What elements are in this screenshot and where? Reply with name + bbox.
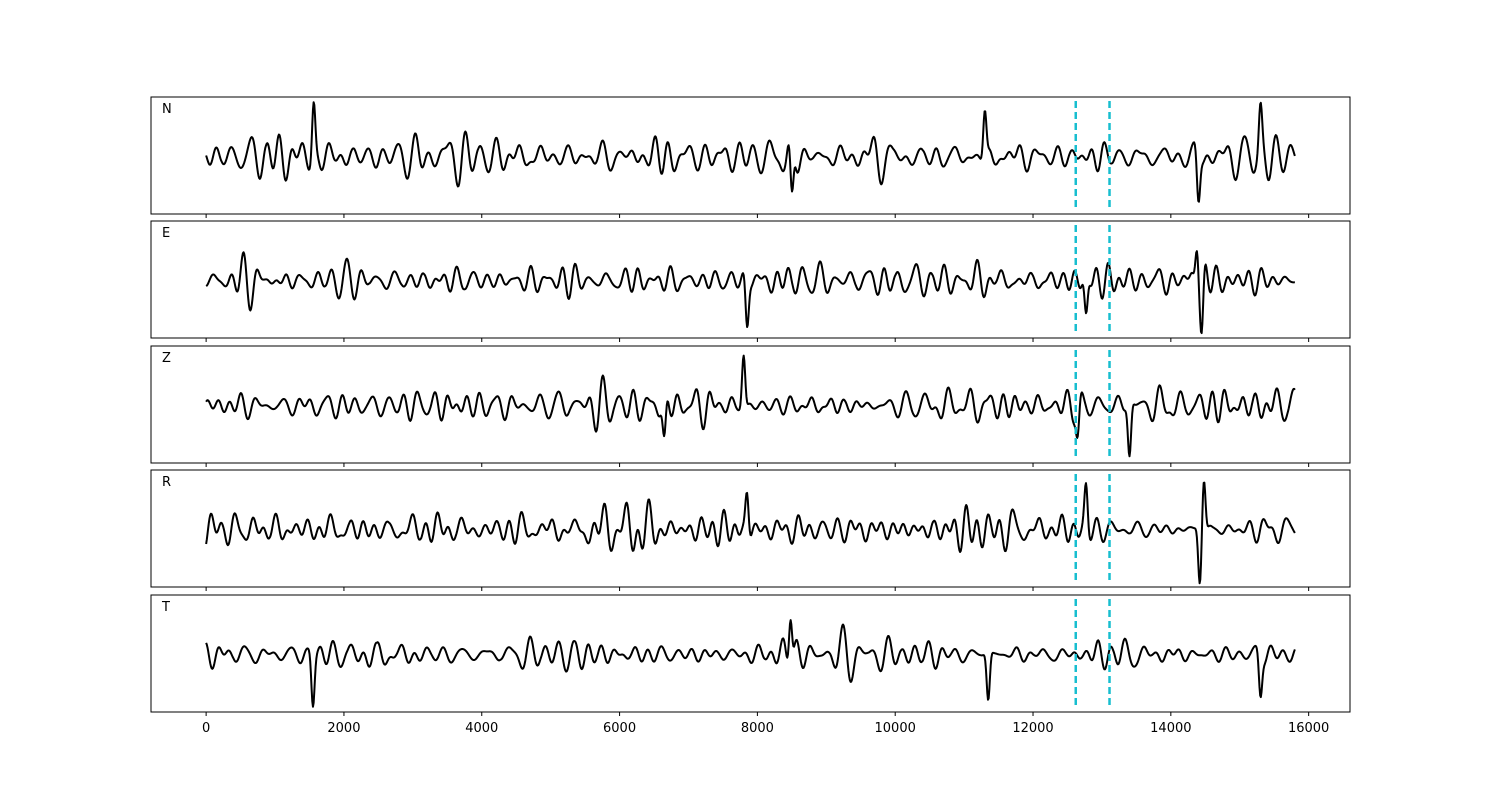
waveform-n (205, 101, 1296, 203)
panel-frame-n (150, 96, 1351, 215)
waveform-e (205, 250, 1296, 335)
x-tick-label: 12000 (1012, 721, 1053, 736)
panel-frame-t (150, 594, 1351, 713)
waveform-z (205, 354, 1296, 458)
channel-label-e: E (162, 226, 170, 241)
channel-label-r: R (162, 475, 171, 490)
x-tick-label: 10000 (875, 721, 916, 736)
channel-label-n: N (162, 102, 172, 117)
x-tick-label: 16000 (1288, 721, 1329, 736)
waveform-t (205, 619, 1296, 708)
x-tick-label: 6000 (603, 721, 636, 736)
x-tick-label: 2000 (327, 721, 360, 736)
x-tick-label: 8000 (741, 721, 774, 736)
channel-label-t: T (161, 600, 170, 615)
x-tick-label: 0 (202, 721, 210, 736)
waveform-r (205, 481, 1296, 585)
x-tick-label: 14000 (1150, 721, 1191, 736)
channel-label-z: Z (162, 351, 171, 366)
x-tick-label: 4000 (465, 721, 498, 736)
